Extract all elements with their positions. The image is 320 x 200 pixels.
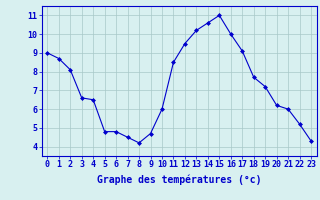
X-axis label: Graphe des températures (°c): Graphe des températures (°c) xyxy=(97,175,261,185)
